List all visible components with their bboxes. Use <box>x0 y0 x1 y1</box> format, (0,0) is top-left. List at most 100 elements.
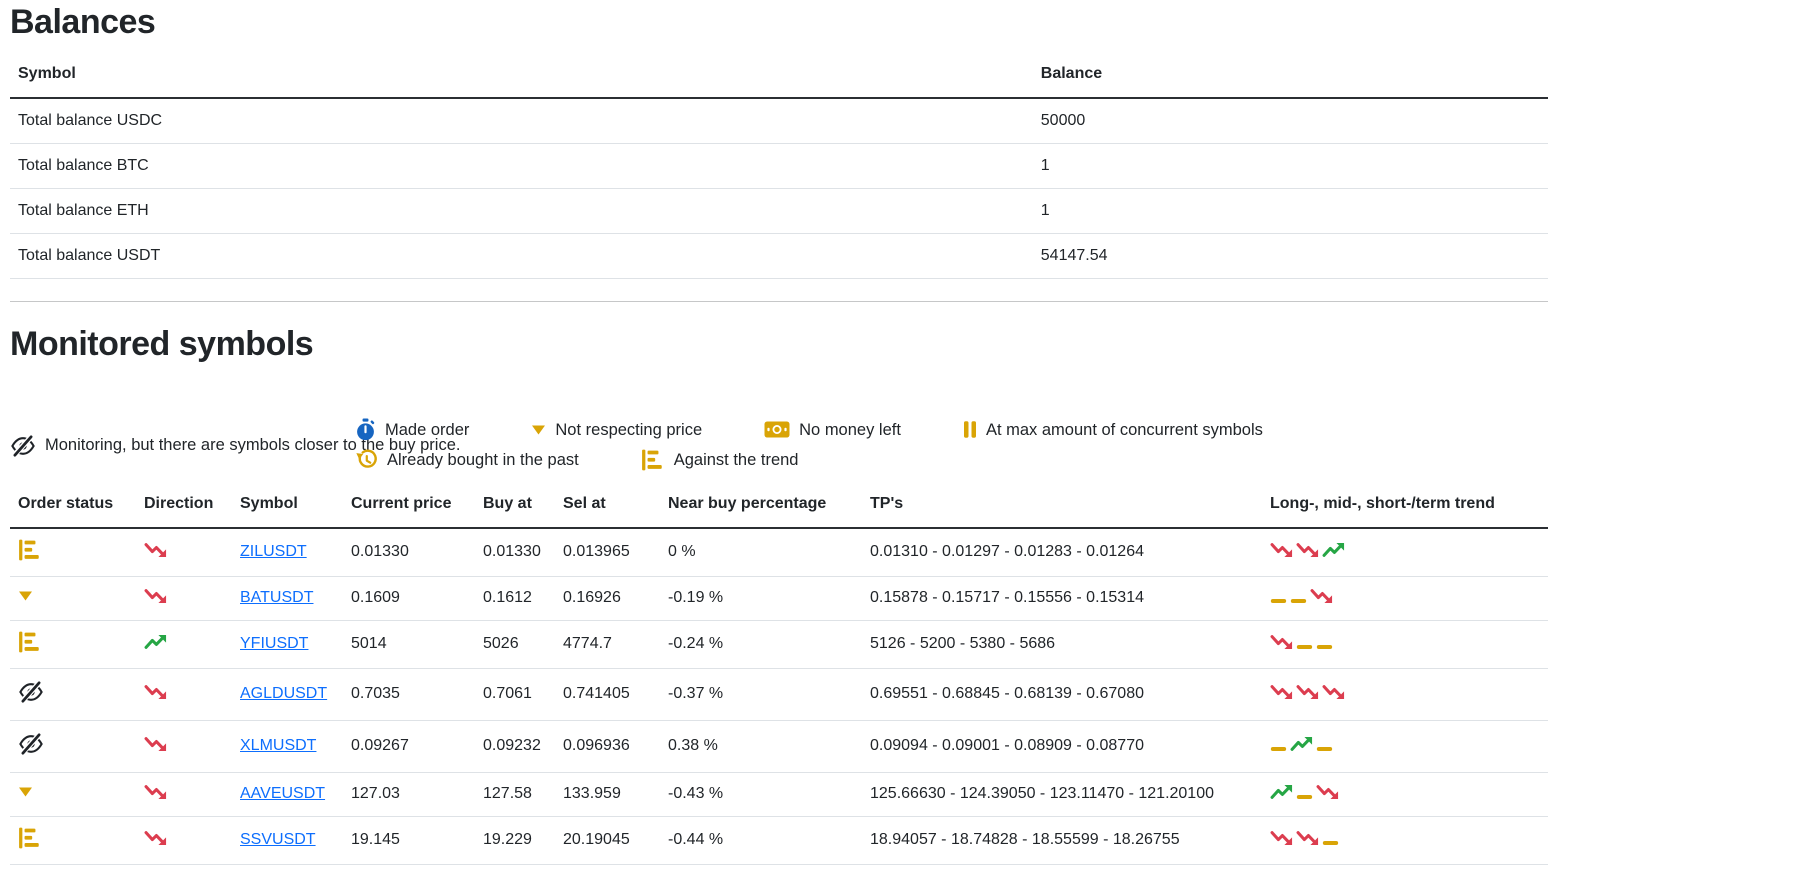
trend-down-icon <box>1310 587 1333 605</box>
trend-down-icon <box>144 587 167 605</box>
balance-value-cell: 1 <box>1032 143 1548 189</box>
dash-icon <box>1316 643 1333 651</box>
direction-cell <box>136 720 232 773</box>
legend-label: No money left <box>799 420 901 439</box>
symbol-cell: BATUSDT <box>232 576 343 621</box>
direction-cell <box>136 527 232 577</box>
trend-cell <box>1262 720 1548 773</box>
legend: Monitoring, but there are symbols closer… <box>10 415 1548 475</box>
trend-down-icon <box>144 829 167 847</box>
current-price-cell: 0.1609 <box>343 576 475 621</box>
monitored-header-near-buy-percentage: Near buy percentage <box>660 486 862 529</box>
table-row: YFIUSDT 5014 5026 4774.7 -0.24 % 5126 - 5200 … <box>10 620 1548 669</box>
legend-items: Made order Not respecting price No money… <box>355 415 1548 475</box>
trend-down-icon <box>1270 633 1293 651</box>
balance-symbol-cell: Total balance USDC <box>10 97 1033 144</box>
legend-label: Against the trend <box>673 450 799 469</box>
symbol-link[interactable]: ZILUSDT <box>240 543 307 561</box>
legend-label: Made order <box>385 420 470 439</box>
monitored-header-current-price: Current price <box>343 486 475 529</box>
legend-item-history: Already bought in the past <box>355 445 579 475</box>
symbol-cell: AAVEUSDT <box>232 772 343 817</box>
direction-cell <box>136 576 232 621</box>
trend-down-icon <box>144 541 167 559</box>
sell-at-cell: 20.19045 <box>555 816 660 865</box>
legend-label: Monitoring, but there are symbols closer… <box>45 435 461 454</box>
sell-at-cell: 0.013965 <box>555 527 660 577</box>
near-buy-percentage-cell: -0.44 % <box>660 816 862 865</box>
near-buy-percentage-cell: -0.19 % <box>660 576 862 621</box>
page: Balances Symbol Balance Total balance USD… <box>10 2 1548 865</box>
direction-cell <box>136 668 232 721</box>
order-status-cell <box>10 816 136 865</box>
trend-down-icon <box>1296 541 1319 559</box>
balances-header-symbol: Symbol <box>10 56 1033 99</box>
symbol-link[interactable]: AAVEUSDT <box>240 785 326 803</box>
dash-icon <box>1290 597 1307 605</box>
legend-label: Not respecting price <box>555 420 703 439</box>
direction-cell <box>136 620 232 669</box>
buy-at-cell: 0.7061 <box>475 668 555 721</box>
tps-cell: 0.15878 - 0.15717 - 0.15556 - 0.15314 <box>862 576 1262 621</box>
symbol-link[interactable]: BATUSDT <box>240 589 314 607</box>
symbol-link[interactable]: SSVUSDT <box>240 831 316 849</box>
trend-down-icon <box>1270 829 1293 847</box>
current-price-cell: 0.01330 <box>343 527 475 577</box>
trend-up-icon <box>1270 783 1293 801</box>
symbol-link[interactable]: AGLDUSDT <box>240 685 328 703</box>
triangle-down-icon <box>18 786 33 798</box>
dash-icon <box>1322 839 1339 847</box>
section-divider <box>10 300 1548 302</box>
table-row: SSVUSDT 19.145 19.229 20.19045 -0.44 % 18.940… <box>10 816 1548 865</box>
legend-item-monitoring: Monitoring, but there are symbols closer… <box>10 415 460 475</box>
symbol-cell: AGLDUSDT <box>232 668 343 721</box>
trend-up-icon <box>144 633 167 651</box>
dash-icon <box>1316 745 1333 753</box>
order-status-cell <box>10 576 136 621</box>
table-row: AAVEUSDT 127.03 127.58 133.959 -0.43 % 125.66… <box>10 772 1548 817</box>
dash-icon <box>1270 597 1287 605</box>
triangle-down-icon <box>531 424 546 436</box>
dash-icon <box>1296 643 1313 651</box>
tps-cell: 125.66630 - 124.39050 - 123.11470 - 121.… <box>862 772 1262 817</box>
order-status-cell <box>10 720 136 773</box>
monitored-header-sel-at: Sel at <box>555 486 660 529</box>
chart-levels-icon <box>18 827 42 849</box>
order-status-cell <box>10 620 136 669</box>
balance-symbol-cell: Total balance USDT <box>10 233 1033 279</box>
trend-cell <box>1262 816 1548 865</box>
order-status-cell <box>10 772 136 817</box>
buy-at-cell: 19.229 <box>475 816 555 865</box>
monitored-header-row: Order status Direction Symbol Current price… <box>10 486 1548 529</box>
trend-down-icon <box>1322 683 1345 701</box>
table-row: ZILUSDT 0.01330 0.01330 0.013965 0 % 0.01310 … <box>10 527 1548 577</box>
monitored-header-tps: TP's <box>862 486 1262 529</box>
trend-down-icon <box>144 735 167 753</box>
monitored-title: Monitored symbols <box>10 324 314 363</box>
symbol-cell: YFIUSDT <box>232 620 343 669</box>
current-price-cell: 19.145 <box>343 816 475 865</box>
legend-item-stopwatch: Made order <box>355 415 469 445</box>
history-icon <box>355 448 378 471</box>
symbol-link[interactable]: YFIUSDT <box>240 635 309 653</box>
buy-at-cell: 0.1612 <box>475 576 555 621</box>
trend-cell <box>1262 772 1548 817</box>
balance-symbol-cell: Total balance BTC <box>10 143 1033 189</box>
tps-cell: 5126 - 5200 - 5380 - 5686 <box>862 620 1262 669</box>
current-price-cell: 0.09267 <box>343 720 475 773</box>
table-row: Total balance USDT 54147.54 <box>10 233 1548 279</box>
tps-cell: 0.09094 - 0.09001 - 0.08909 - 0.08770 <box>862 720 1262 773</box>
direction-cell <box>136 816 232 865</box>
table-row: Total balance ETH 1 <box>10 188 1548 234</box>
legend-label: At max amount of concurrent symbols <box>985 420 1263 439</box>
dash-icon <box>1296 793 1313 801</box>
pause-icon <box>963 420 977 439</box>
chart-levels-icon <box>18 539 42 561</box>
symbol-link[interactable]: XLMUSDT <box>240 737 317 755</box>
table-row: Total balance BTC 1 <box>10 143 1548 189</box>
legend-item-chart-levels: Against the trend <box>641 445 799 475</box>
trend-cell <box>1262 668 1548 721</box>
legend-label: Already bought in the past <box>387 450 579 469</box>
balances-title: Balances <box>10 3 156 41</box>
buy-at-cell: 0.09232 <box>475 720 555 773</box>
